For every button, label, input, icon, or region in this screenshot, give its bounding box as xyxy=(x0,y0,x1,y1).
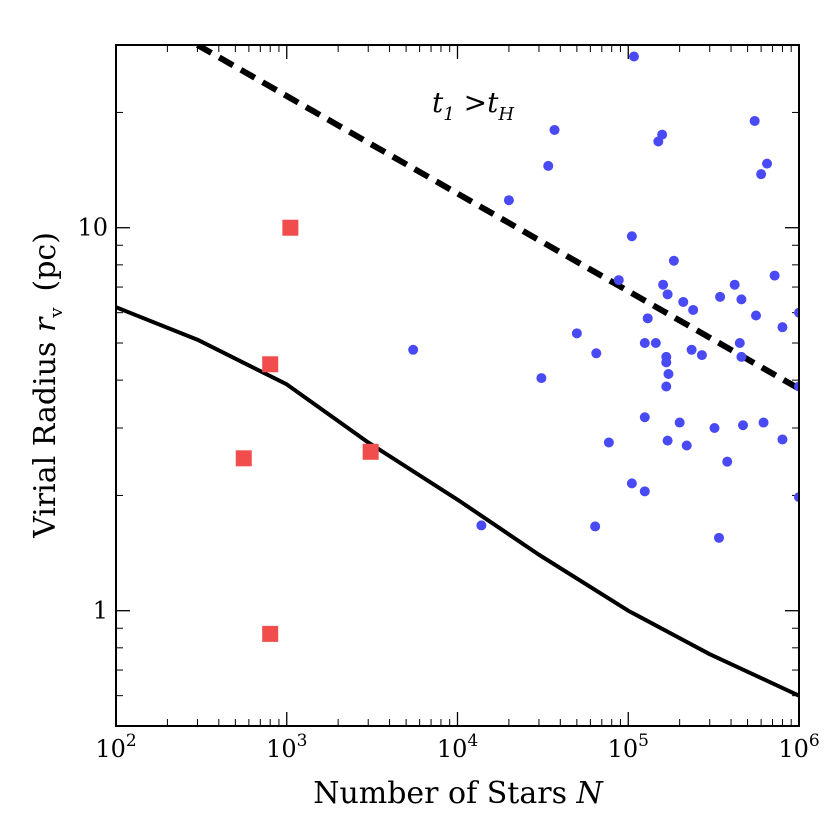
circle-point xyxy=(722,456,733,467)
square-point xyxy=(282,219,299,236)
circle-point xyxy=(794,307,799,318)
circle-point xyxy=(662,289,673,300)
circle-point xyxy=(476,520,487,531)
circle-point xyxy=(777,322,788,333)
circle-point xyxy=(661,381,672,392)
x-axis-label: Number of Stars N xyxy=(313,776,604,811)
circle-point xyxy=(762,158,773,169)
circle-point xyxy=(681,440,692,451)
circle-point xyxy=(709,422,720,433)
circle-point xyxy=(549,124,560,135)
solid-curve xyxy=(116,305,799,698)
plot-frame xyxy=(115,44,800,727)
circle-point xyxy=(613,275,624,286)
square-point xyxy=(262,625,279,642)
circle-point xyxy=(658,279,669,290)
circle-point xyxy=(626,231,637,242)
x-tick-label: 105 xyxy=(608,731,649,763)
dashed-line xyxy=(195,45,799,392)
circle-point xyxy=(590,521,601,532)
x-tick-label: 106 xyxy=(778,731,819,763)
circle-point xyxy=(543,160,554,171)
circle-point xyxy=(749,115,760,126)
x-tick-label: 104 xyxy=(437,731,478,763)
circle-point xyxy=(715,291,726,302)
circle-point xyxy=(674,417,685,428)
circle-point xyxy=(688,304,699,315)
circle-point xyxy=(734,338,745,349)
circle-point xyxy=(642,313,653,324)
circle-point xyxy=(661,357,672,368)
circle-point xyxy=(751,310,762,321)
circle-point xyxy=(777,434,788,445)
circle-point xyxy=(714,532,724,543)
square-point xyxy=(362,443,379,460)
circle-point xyxy=(668,255,679,266)
annotation-label: t1 >tH xyxy=(432,86,514,125)
circle-point xyxy=(408,344,419,355)
circle-point xyxy=(729,279,740,290)
circle-point xyxy=(794,492,799,503)
circle-point xyxy=(653,136,664,147)
circle-point xyxy=(639,338,650,349)
circle-point xyxy=(736,294,747,305)
circle-point xyxy=(756,169,767,180)
x-tick-label: 103 xyxy=(266,731,307,763)
circle-point xyxy=(662,435,673,446)
circle-point xyxy=(503,195,514,206)
x-tick-label: 102 xyxy=(95,731,136,763)
circle-point xyxy=(686,344,697,355)
circle-point xyxy=(603,437,614,448)
circle-point xyxy=(794,381,799,392)
y-axis-label: Virial Radius rv(pc) xyxy=(28,232,67,539)
circle-point xyxy=(738,420,749,431)
circle-point xyxy=(696,350,707,361)
y-tick-label: 1 xyxy=(93,597,108,625)
circle-point xyxy=(628,51,639,62)
circle-point xyxy=(571,328,582,339)
circle-point xyxy=(663,369,674,380)
circle-point xyxy=(639,412,650,423)
circle-point xyxy=(591,348,602,359)
square-point xyxy=(262,356,279,373)
circle-point xyxy=(536,373,547,384)
circle-point xyxy=(626,478,637,489)
series-layer xyxy=(116,45,799,698)
y-tick-label: 10 xyxy=(77,214,108,242)
circle-point xyxy=(678,296,689,307)
circle-point xyxy=(639,486,650,497)
circle-point xyxy=(736,351,747,362)
circle-point xyxy=(769,270,780,281)
circle-point xyxy=(758,417,769,428)
circle-point xyxy=(650,338,661,349)
square-point xyxy=(235,450,252,467)
